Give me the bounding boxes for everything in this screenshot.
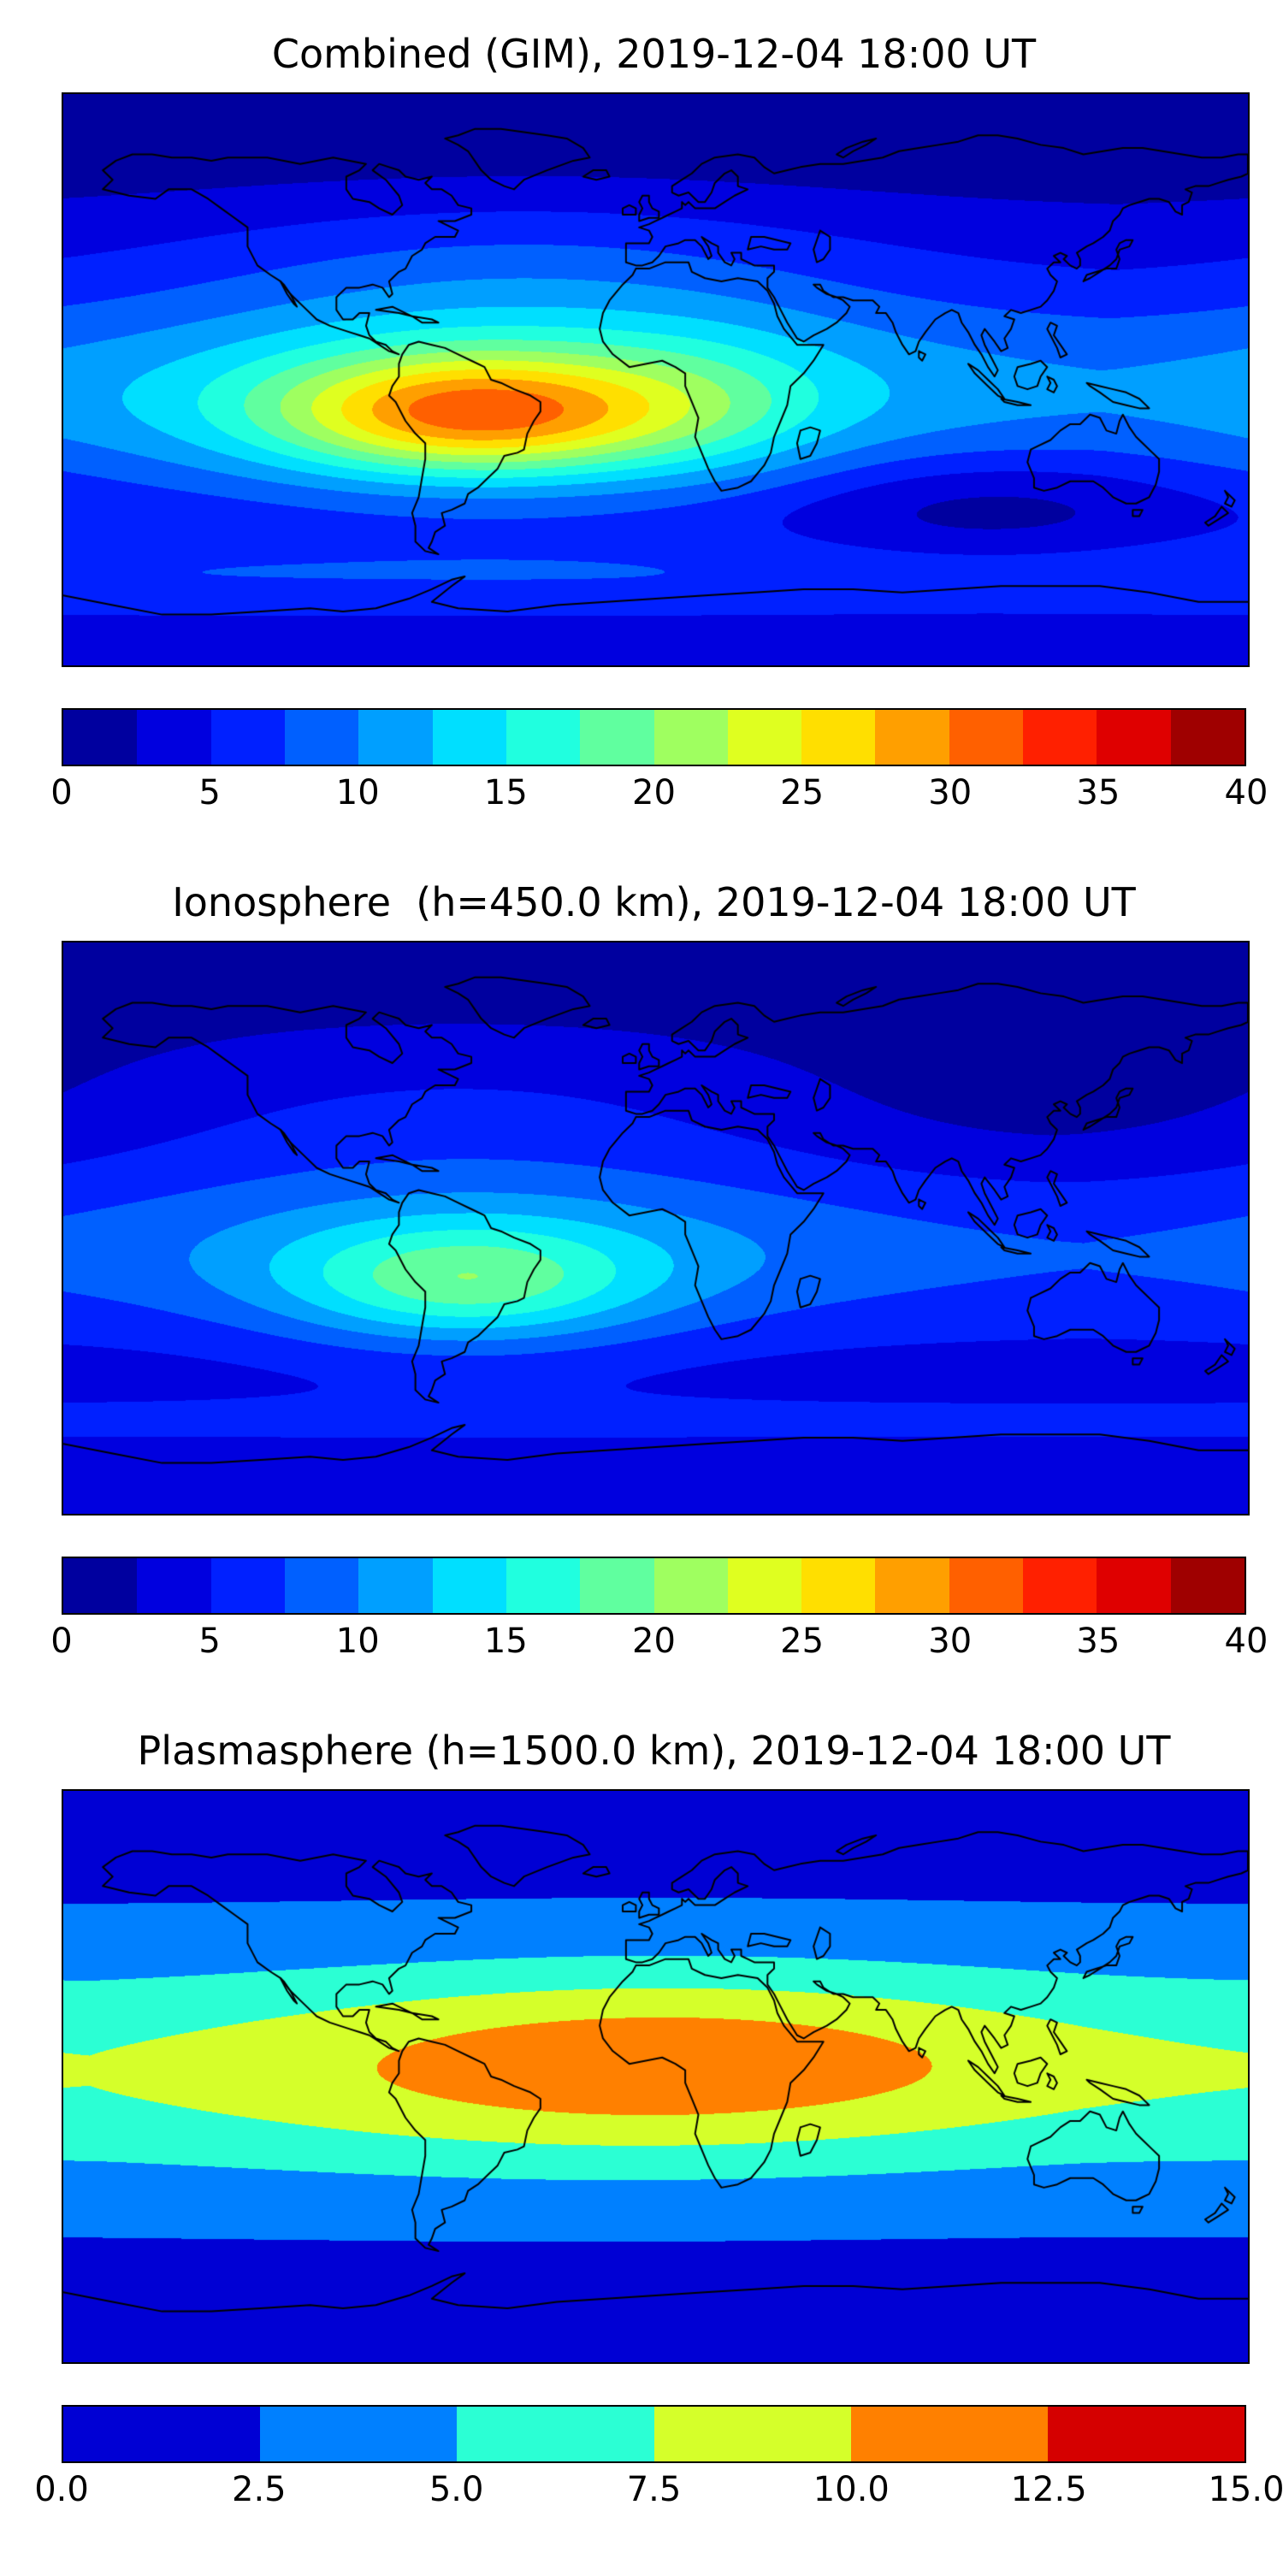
colorbar-tick-label: 2.5 (232, 2470, 287, 2509)
colorbar-segment (1097, 1558, 1171, 1613)
panel-title-combined: Combined (GIM), 2019-12-04 18:00 UT (271, 31, 1037, 77)
colorbar-tick-label: 20 (632, 1622, 676, 1661)
colorbar-segment (210, 1558, 285, 1613)
colorbar-tick-label: 25 (780, 773, 825, 812)
colorbar-segment (580, 1558, 654, 1613)
colorbar-segment (137, 1558, 211, 1613)
colorbar-segment (875, 710, 949, 765)
colorbar-segment (653, 710, 728, 765)
colorbar-segment (358, 1558, 433, 1613)
colorbar-segment (432, 1558, 506, 1613)
colorbar-ticks-plasmasphere: 0.0 2.5 5.0 7.5 10.0 12.5 15.0 (34, 2470, 1283, 2514)
colorbar-tick-label: 0 (50, 773, 73, 812)
colorbar-segment (358, 710, 433, 765)
colorbar-segment (1170, 1558, 1245, 1613)
colorbar-segment (284, 710, 359, 765)
colorbar-combined (62, 708, 1246, 766)
colorbar-segment (63, 1558, 138, 1613)
colorbar-tick-label: 25 (780, 1622, 825, 1661)
map-ionosphere (62, 941, 1250, 1515)
colorbar-tick-label: 15 (483, 1622, 528, 1661)
colorbar-segment (63, 2407, 261, 2461)
colorbar-tick-label: 5 (198, 773, 221, 812)
colorbar-segment (949, 710, 1024, 765)
colorbar-tick-label: 20 (632, 773, 676, 812)
colorbar-segment (284, 1558, 359, 1613)
colorbar-segment (727, 1558, 802, 1613)
colorbar-tick-label: 10.0 (813, 2470, 890, 2509)
colorbar-segment (1023, 1558, 1097, 1613)
colorbar-tick-label: 15 (483, 773, 528, 812)
colorbar-segment (63, 710, 138, 765)
colorbar-tick-label: 5.0 (429, 2470, 484, 2509)
colorbar-tick-label: 0 (50, 1622, 73, 1661)
colorbar-segment (580, 710, 654, 765)
colorbar-segment (457, 2407, 654, 2461)
colorbar-tick-label: 40 (1224, 1622, 1268, 1661)
colorbar-plasmasphere (62, 2405, 1246, 2463)
panel-ionosphere: Ionosphere (h=450.0 km), 2019-12-04 18:0… (50, 879, 1268, 1666)
panel-plasmasphere: Plasmasphere (h=1500.0 km), 2019-12-04 1… (34, 1728, 1283, 2514)
map-canvas-ionosphere (63, 942, 1248, 1514)
colorbar-segment (1170, 710, 1245, 765)
colorbar-ionosphere (62, 1557, 1246, 1615)
map-canvas-plasmasphere (63, 1791, 1248, 2362)
colorbar-segment (1097, 710, 1171, 765)
panel-title-plasmasphere: Plasmasphere (h=1500.0 km), 2019-12-04 1… (137, 1728, 1171, 1774)
map-combined-gim (62, 92, 1250, 667)
colorbar-ticks-combined: 0 5 10 15 20 25 30 35 40 (50, 773, 1268, 818)
colorbar-tick-label: 10 (335, 773, 380, 812)
map-plasmasphere (62, 1789, 1250, 2364)
colorbar-ticks-ionosphere: 0 5 10 15 20 25 30 35 40 (50, 1622, 1268, 1666)
colorbar-segment (653, 2407, 851, 2461)
colorbar-segment (506, 710, 581, 765)
colorbar-segment (875, 1558, 949, 1613)
colorbar-tick-label: 10 (335, 1622, 380, 1661)
colorbar-segment (137, 710, 211, 765)
colorbar-tick-label: 15.0 (1208, 2470, 1283, 2509)
colorbar-segment (1047, 2407, 1245, 2461)
colorbar-segment (653, 1558, 728, 1613)
colorbar-segment (850, 2407, 1048, 2461)
colorbar-tick-label: 5 (198, 1622, 221, 1661)
colorbar-segment (801, 710, 876, 765)
panel-combined-gim: Combined (GIM), 2019-12-04 18:00 UT 0 5 10… (50, 31, 1268, 818)
colorbar-segment (801, 1558, 876, 1613)
map-canvas-combined (63, 94, 1248, 665)
colorbar-tick-label: 35 (1076, 773, 1120, 812)
colorbar-tick-label: 30 (928, 1622, 973, 1661)
colorbar-segment (1023, 710, 1097, 765)
colorbar-tick-label: 7.5 (626, 2470, 682, 2509)
panel-title-ionosphere: Ionosphere (h=450.0 km), 2019-12-04 18:0… (172, 879, 1136, 925)
colorbar-tick-label: 12.5 (1010, 2470, 1087, 2509)
colorbar-segment (260, 2407, 458, 2461)
colorbar-tick-label: 0.0 (34, 2470, 89, 2509)
colorbar-tick-label: 30 (928, 773, 973, 812)
colorbar-segment (506, 1558, 581, 1613)
colorbar-segment (727, 710, 802, 765)
colorbar-segment (949, 1558, 1024, 1613)
figure: Combined (GIM), 2019-12-04 18:00 UT 0 5 10… (34, 31, 1283, 2514)
colorbar-tick-label: 35 (1076, 1622, 1120, 1661)
colorbar-segment (210, 710, 285, 765)
colorbar-tick-label: 40 (1224, 773, 1268, 812)
colorbar-segment (432, 710, 506, 765)
